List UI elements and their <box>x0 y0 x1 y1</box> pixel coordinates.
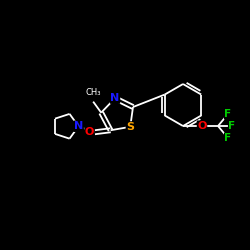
Text: N: N <box>74 121 83 131</box>
Text: F: F <box>224 109 232 119</box>
Text: N: N <box>110 93 120 103</box>
Text: N: N <box>74 121 83 131</box>
Text: S: S <box>126 122 134 132</box>
Text: O: O <box>197 121 207 131</box>
Text: CH₃: CH₃ <box>86 88 101 97</box>
Text: O: O <box>85 127 94 137</box>
Text: F: F <box>224 133 232 143</box>
Text: F: F <box>228 121 235 131</box>
